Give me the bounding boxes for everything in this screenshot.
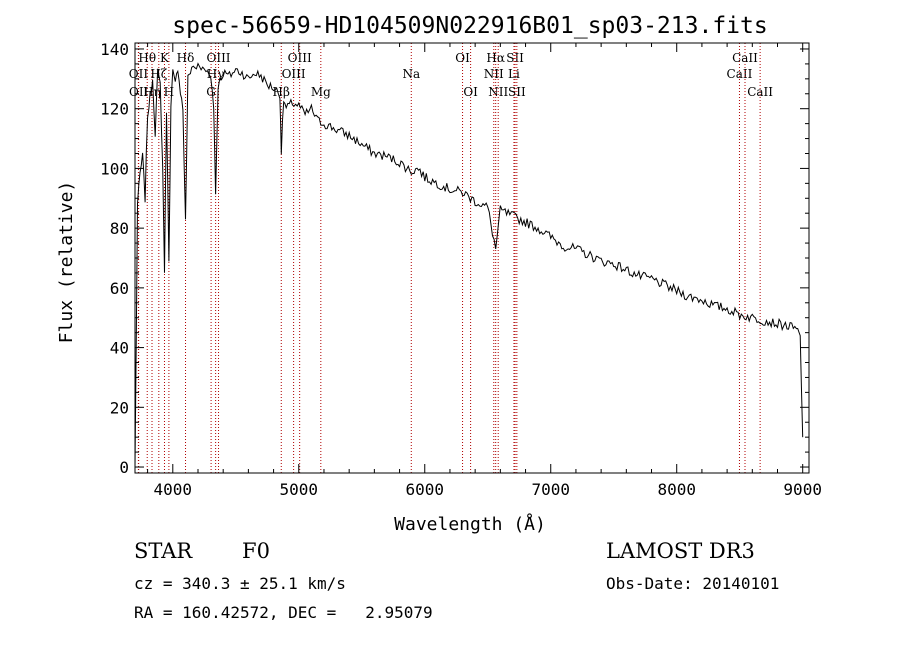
spectrum-series [134, 62, 804, 468]
y-tick-label-4: 80 [110, 219, 129, 238]
x-tick-label-4: 8000 [657, 480, 696, 499]
object-subclass: F0 [242, 539, 270, 563]
axis-ticks: 4000 5000 6000 7000 8000 9000 0 20 40 60 80 100 120 1… [100, 40, 822, 499]
line-label-8: G [206, 85, 216, 99]
plot-frame [134, 42, 810, 474]
line-label-24: CaII [727, 67, 753, 81]
line-label-20: Hα [486, 51, 505, 65]
y-tick-label-0: 0 [119, 458, 129, 477]
y-tick-label-3: 60 [110, 279, 129, 298]
line-label-9: OIII [206, 51, 230, 65]
line-label-19: NII [488, 85, 508, 99]
line-label-23: SII [508, 85, 526, 99]
spectral-line-markers: HθOIIOIIHηKHζHHδGOIIIHγHβOIIIOIIIMgNaOIO… [129, 43, 773, 473]
line-label-7: Hδ [177, 51, 195, 65]
spectrum-line [134, 62, 804, 468]
line-label-14: Mg [311, 85, 331, 99]
line-label-18: NII [484, 67, 504, 81]
chart-title: spec-56659-HD104509N022916B01_sp03-213.f… [172, 13, 767, 39]
line-label-4: K [160, 51, 170, 65]
coordinates: RA = 160.42572, DEC = 2.95079 [134, 603, 433, 622]
x-tick-label-0: 4000 [154, 480, 193, 499]
line-label-11: Hβ [273, 85, 290, 99]
line-label-26: CaII [747, 85, 773, 99]
line-label-12: OIII [282, 67, 306, 81]
line-label-22: Li [508, 67, 520, 81]
y-tick-label-2: 40 [110, 339, 129, 358]
y-tick-label-1: 20 [110, 398, 129, 417]
spectrum-chart: spec-56659-HD104509N022916B01_sp03-213.f… [56, 13, 822, 535]
obs-date: Obs-Date: 20140101 [606, 574, 780, 593]
line-label-2: OII [129, 85, 149, 99]
x-axis-label: Wavelength (Å) [394, 513, 546, 535]
y-axis-label: Flux (relative) [56, 181, 77, 344]
x-tick-label-3: 7000 [531, 480, 570, 499]
line-label-25: CaII [732, 51, 758, 65]
line-label-6: H [164, 85, 174, 99]
y-tick-label-6: 120 [100, 100, 129, 119]
survey-name: LAMOST DR3 [606, 539, 755, 563]
object-class: STAR [134, 539, 193, 563]
x-tick-label-1: 5000 [280, 480, 319, 499]
line-label-17: OI [463, 85, 478, 99]
y-tick-label-5: 100 [100, 159, 129, 178]
line-label-13: OIII [288, 51, 312, 65]
x-tick-label-5: 9000 [783, 480, 822, 499]
line-label-15: Na [402, 67, 420, 81]
line-label-16: OI [455, 51, 470, 65]
line-label-21: SII [506, 51, 524, 65]
line-label-10: Hγ [207, 67, 225, 81]
x-tick-label-2: 6000 [405, 480, 444, 499]
line-label-0: Hθ [138, 51, 156, 65]
redshift-readout: cz = 340.3 ± 25.1 km/s [134, 574, 346, 593]
y-tick-label-7: 140 [100, 40, 129, 59]
